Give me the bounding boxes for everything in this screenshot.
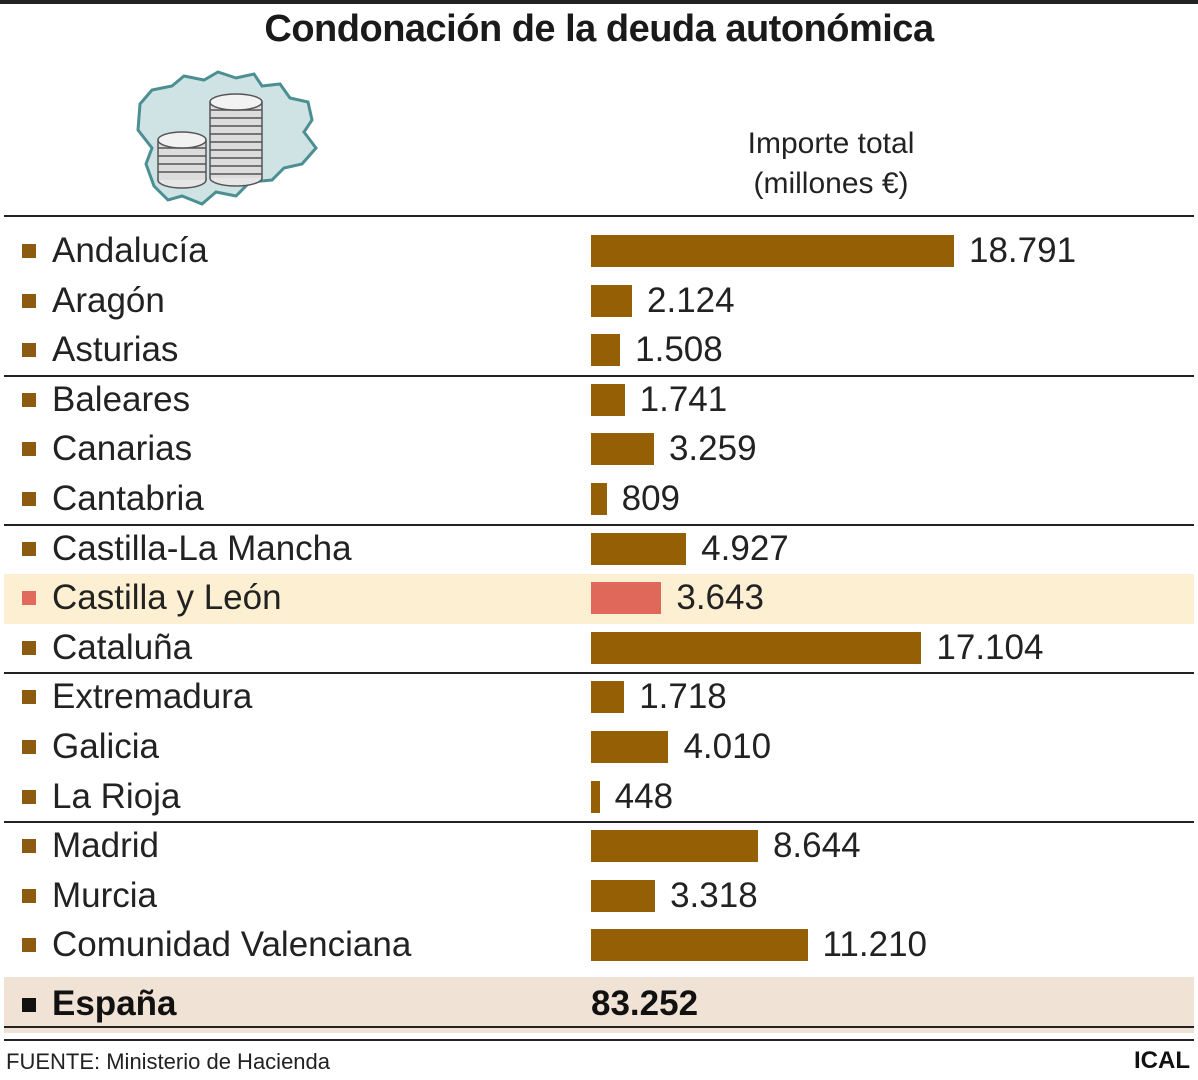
- row-bullet: [22, 938, 36, 953]
- table-row: Extremadura 1.718: [4, 673, 1194, 723]
- column-header: Importe total (millones €): [700, 124, 962, 204]
- bar: [591, 482, 607, 515]
- row-bullet: [22, 739, 36, 754]
- region-label: Murcia: [52, 875, 158, 915]
- region-label: Asturias: [52, 330, 179, 370]
- row-bullet: [22, 541, 36, 556]
- value-label: 11.210: [822, 925, 927, 965]
- region-label: Cataluña: [52, 627, 193, 667]
- region-label: Baleares: [52, 379, 191, 419]
- bar: [591, 929, 808, 962]
- value-label: 8.644: [772, 826, 861, 866]
- source-note: FUENTE: Ministerio de Hacienda: [6, 1049, 331, 1074]
- value-label: 1.718: [639, 677, 727, 717]
- table-row: Castilla-La Mancha 4.927: [4, 525, 1194, 575]
- value-label: 17.104: [936, 627, 1044, 667]
- region-label: Cantabria: [52, 478, 204, 518]
- region-label: Castilla-La Mancha: [52, 528, 352, 568]
- bar: [591, 681, 625, 714]
- group-rule: [4, 672, 1194, 675]
- row-bullet: [22, 293, 36, 308]
- row-bullet: [22, 244, 36, 258]
- row-bullet: [22, 640, 36, 655]
- row-bullet: [22, 839, 36, 854]
- bar: [591, 879, 656, 912]
- row-bullet: [22, 392, 36, 407]
- footer-rule: [4, 1039, 1194, 1041]
- value-label: 3.318: [670, 875, 758, 915]
- total-label: España: [52, 983, 177, 1023]
- table-row: La Rioja 448: [4, 773, 1194, 824]
- row-bullet: [22, 491, 36, 506]
- row-bullet: [22, 442, 36, 457]
- row-bullet: [22, 591, 36, 606]
- column-header-line1: Importe total: [747, 127, 915, 160]
- row-bullet: [22, 789, 36, 804]
- bar: [591, 582, 662, 615]
- row-bullet: [22, 997, 36, 1012]
- region-label: Aragón: [52, 280, 165, 320]
- table-row: Murcia 3.318: [4, 872, 1194, 922]
- value-label: 3.643: [676, 578, 764, 618]
- value-label: 2.124: [647, 280, 735, 320]
- group-rule: [4, 523, 1194, 526]
- chart-rows: Andalucía 18.791 Aragón 2.124 Asturias 1.508 B…: [4, 227, 1194, 1033]
- row-bullet: [22, 888, 36, 903]
- total-value: 83.252: [591, 983, 699, 1023]
- bar: [591, 631, 922, 664]
- value-label: 1.741: [639, 379, 728, 419]
- region-label: Andalucía: [52, 231, 208, 270]
- bar: [591, 780, 600, 813]
- bar: [591, 235, 954, 267]
- table-row: Andalucía 18.791: [4, 227, 1194, 277]
- region-label: Canarias: [52, 429, 193, 469]
- region-label: La Rioja: [52, 776, 181, 816]
- bar: [591, 284, 633, 317]
- total-rule: [4, 1026, 1194, 1028]
- value-label: 3.259: [668, 429, 757, 469]
- region-label: Comunidad Valenciana: [52, 925, 412, 965]
- group-rule: [4, 374, 1194, 377]
- table-row: Aragón 2.124: [4, 277, 1194, 327]
- bar: [591, 433, 654, 466]
- group-rule: [4, 821, 1194, 824]
- chart-title: Condonación de la deuda autonómica: [264, 8, 934, 50]
- total-row: España 83.252: [4, 976, 1194, 1033]
- table-row: Comunidad Valenciana 11.210: [4, 921, 1194, 971]
- table-row: Baleares 1.741: [4, 376, 1194, 426]
- table-row: Canarias 3.259: [4, 425, 1194, 475]
- column-header-line2: (millones €): [753, 167, 909, 200]
- value-label: 18.791: [969, 231, 1077, 270]
- region-label: Madrid: [52, 826, 159, 866]
- table-row: Madrid 8.644: [4, 822, 1194, 872]
- region-label: Castilla y León: [52, 578, 282, 618]
- top-rule: [0, 0, 1198, 4]
- row-bullet: [22, 690, 36, 705]
- table-row: Cataluña 17.104: [4, 624, 1194, 675]
- region-label: Galicia: [52, 726, 159, 766]
- value-label: 1.508: [635, 330, 723, 370]
- region-label: Extremadura: [52, 677, 253, 717]
- row-bullet: [22, 343, 36, 358]
- bar: [591, 830, 758, 863]
- bar: [591, 532, 687, 565]
- bar: [591, 730, 669, 763]
- value-label: 4.927: [701, 528, 789, 568]
- bar: [591, 334, 621, 367]
- value-label: 448: [614, 776, 674, 816]
- credit: ICAL: [1134, 1047, 1190, 1074]
- value-label: 809: [621, 478, 681, 518]
- table-row: Galicia 4.010: [4, 723, 1194, 773]
- table-row: Asturias 1.508: [4, 326, 1194, 377]
- table-row: Castilla y León 3.643: [4, 574, 1194, 624]
- bar: [591, 383, 625, 416]
- header-rule: [4, 215, 1194, 217]
- table-row: Cantabria 809: [4, 475, 1194, 526]
- castilla-leon-map-with-coins-icon: [136, 70, 318, 206]
- value-label: 4.010: [683, 726, 772, 766]
